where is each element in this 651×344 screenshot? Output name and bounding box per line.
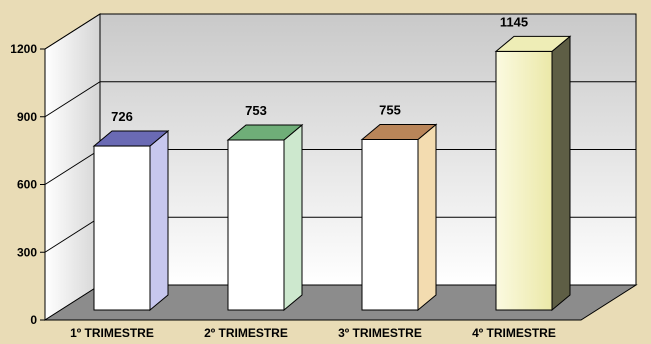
data-label-4: 1145 bbox=[500, 14, 528, 29]
bar-3 bbox=[361, 138, 419, 311]
bar-top-1 bbox=[92, 130, 170, 147]
y-tick-label-900: 900 bbox=[17, 110, 37, 124]
bar-side-3 bbox=[417, 123, 437, 312]
x-tick-label-3: 3º TRIMESTRE bbox=[338, 326, 422, 340]
y-tick-label-1200: 1200 bbox=[10, 42, 37, 56]
gridline-1200 bbox=[44, 13, 636, 50]
x-tick-label-4: 4º TRIMESTRE bbox=[472, 326, 556, 340]
bar-top-3 bbox=[360, 123, 438, 140]
bar-side-2 bbox=[283, 123, 303, 312]
data-label-2: 753 bbox=[245, 103, 267, 118]
bar-4 bbox=[495, 50, 553, 311]
gridline-900 bbox=[44, 81, 636, 118]
data-label-3: 755 bbox=[379, 102, 401, 117]
x-tick-label-2: 2º TRIMESTRE bbox=[204, 326, 288, 340]
x-tick-label-1: 1º TRIMESTRE bbox=[70, 326, 154, 340]
bar-1 bbox=[93, 145, 151, 311]
bar-side-4 bbox=[551, 35, 571, 312]
data-label-1: 726 bbox=[111, 109, 133, 124]
y-tick-label-0: 0 bbox=[30, 313, 37, 327]
y-tick-label-300: 300 bbox=[17, 245, 37, 259]
bar-top-2 bbox=[226, 124, 304, 141]
plot-area: 0 300 600 900 1200 726 1º TRIMESTRE 753 2º TRIME… bbox=[10, 13, 638, 340]
bar-top-4 bbox=[494, 35, 572, 52]
bar-2 bbox=[227, 139, 285, 311]
y-tick-label-600: 600 bbox=[17, 178, 37, 192]
bar-side-1 bbox=[149, 129, 169, 312]
